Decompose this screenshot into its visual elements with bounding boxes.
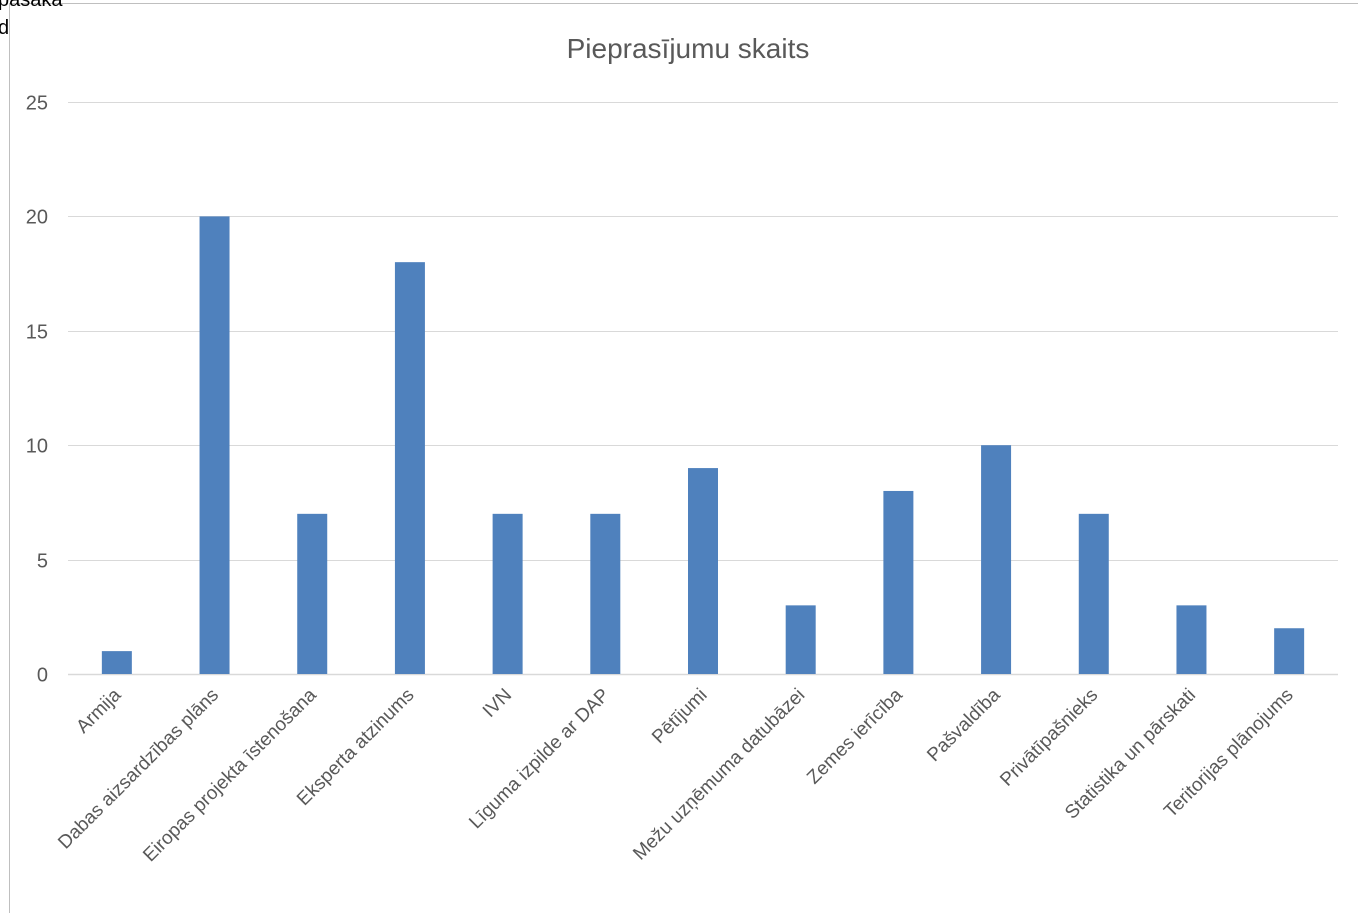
bar (883, 490, 914, 674)
bar (1274, 628, 1305, 674)
x-tick-label: Privātīpašnieks (996, 685, 1102, 791)
x-tick-label: Eiropas projekta īstenošana (139, 684, 321, 866)
x-tick-label: Pētījumi (648, 685, 711, 748)
y-tick-label: 15 (26, 322, 48, 344)
bars (101, 216, 1305, 674)
x-tick-label: Pašvaldība (923, 684, 1005, 766)
gridlines (68, 102, 1338, 676)
bar (101, 651, 132, 674)
x-tick-label: Mežu uzņēmuma datubāzei (629, 685, 809, 865)
bar (492, 513, 523, 674)
bar (1176, 605, 1207, 674)
y-tick-label: 0 (37, 665, 48, 687)
bar (394, 262, 425, 674)
y-tick-label: 10 (26, 436, 48, 458)
x-tick-label: Dabas aizsardzības plāns (54, 685, 223, 854)
x-tick-label: IVN (479, 685, 516, 722)
bar (199, 216, 230, 674)
x-tick-label: Zemes ierīcība (803, 684, 907, 788)
bar (981, 445, 1012, 674)
y-tick-label: 20 (26, 207, 48, 229)
chart-title: Pieprasījumu skaits (567, 33, 810, 64)
x-tick-label: Armija (72, 684, 125, 737)
bar (297, 513, 328, 674)
bar (590, 513, 621, 674)
bar (785, 605, 816, 674)
bar (1078, 513, 1109, 674)
y-tick-label: 5 (37, 551, 48, 573)
corner-text-fragment-bottom: d (0, 17, 10, 39)
y-tick-label: 25 (26, 93, 48, 115)
bar (688, 468, 718, 674)
corner-text-fragment-top: pasākā (0, 0, 63, 11)
y-axis-tick-labels: 0 5 10 15 20 25 (26, 93, 48, 687)
